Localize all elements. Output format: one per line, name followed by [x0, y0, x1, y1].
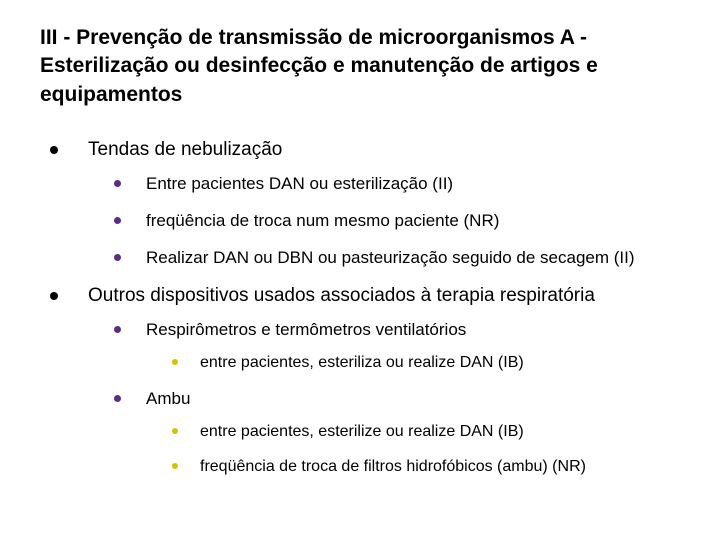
- item-text: Entre pacientes DAN ou esterilização (II…: [146, 174, 453, 193]
- list-item: freqüência de troca de filtros hidrofóbi…: [168, 456, 680, 478]
- item-text: freqüência de troca num mesmo paciente (…: [146, 211, 499, 230]
- bullet-list-level2: Entre pacientes DAN ou esterilização (II…: [110, 173, 680, 270]
- item-text: Realizar DAN ou DBN ou pasteurização seg…: [146, 248, 635, 267]
- list-item: Tendas de nebulização Entre pacientes DA…: [44, 137, 680, 269]
- item-text: Tendas de nebulização: [88, 139, 282, 160]
- bullet-list-level3: entre pacientes, esterilize ou realize D…: [168, 421, 680, 478]
- list-item: entre pacientes, esterilize ou realize D…: [168, 421, 680, 443]
- item-text: Ambu: [146, 389, 190, 408]
- list-item: Respirômetros e termômetros ventilatório…: [110, 319, 680, 374]
- slide: III - Prevenção de transmissão de microo…: [0, 0, 720, 512]
- bullet-list-level3: entre pacientes, esteriliza ou realize D…: [168, 352, 680, 374]
- item-text: Outros dispositivos usados associados à …: [88, 285, 595, 306]
- list-item: entre pacientes, esteriliza ou realize D…: [168, 352, 680, 374]
- item-text: entre pacientes, esteriliza ou realize D…: [200, 354, 524, 371]
- slide-title: III - Prevenção de transmissão de microo…: [40, 24, 680, 109]
- item-text: entre pacientes, esterilize ou realize D…: [200, 423, 524, 440]
- list-item: Ambu entre pacientes, esterilize ou real…: [110, 388, 680, 478]
- list-item: Entre pacientes DAN ou esterilização (II…: [110, 173, 680, 196]
- bullet-list-level1: Tendas de nebulização Entre pacientes DA…: [44, 137, 680, 478]
- list-item: freqüência de troca num mesmo paciente (…: [110, 210, 680, 233]
- list-item: Realizar DAN ou DBN ou pasteurização seg…: [110, 247, 680, 270]
- item-text: Respirômetros e termômetros ventilatório…: [146, 320, 466, 339]
- bullet-list-level2: Respirômetros e termômetros ventilatório…: [110, 319, 680, 478]
- item-text: freqüência de troca de filtros hidrofóbi…: [200, 458, 586, 475]
- list-item: Outros dispositivos usados associados à …: [44, 283, 680, 477]
